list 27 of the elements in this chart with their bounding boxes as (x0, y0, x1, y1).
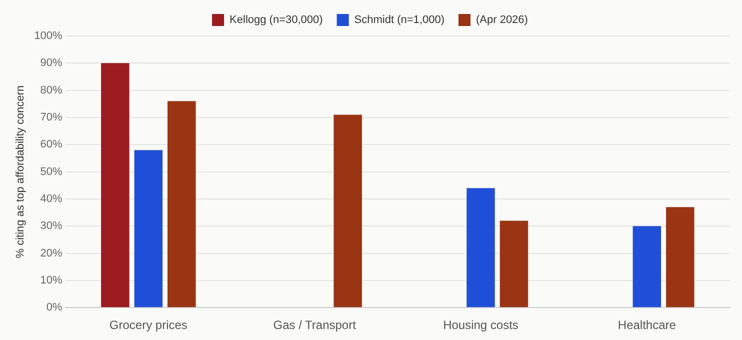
bar (500, 220, 528, 308)
bar (666, 207, 694, 308)
y-tick-label: 80% (40, 84, 63, 96)
bar (101, 63, 130, 308)
bar (334, 114, 362, 308)
y-tick-label: 0% (46, 302, 63, 314)
bar (632, 226, 662, 308)
y-tick-label: 60% (40, 138, 63, 151)
y-tick-label: 10% (40, 274, 63, 286)
bar (168, 101, 196, 308)
legend-label: Schmidt (n=1,000) (354, 14, 444, 26)
y-tick-label: 90% (40, 57, 63, 70)
bar (134, 150, 163, 308)
y-tick-label: 70% (40, 112, 63, 124)
x-tick-label: Healthcare (618, 318, 676, 332)
bar (466, 188, 495, 308)
y-tick-label: 100% (34, 30, 63, 42)
y-tick-label: 40% (40, 192, 63, 205)
legend-label: Kellogg (n=30,000) (230, 14, 323, 26)
x-tick-label: Gas / Transport (273, 318, 357, 332)
y-axis-title: % citing as top affordability concern (14, 85, 27, 258)
y-tick-label: 30% (40, 220, 63, 232)
x-tick-label: Housing costs (443, 318, 518, 332)
y-tick-label: 50% (40, 166, 63, 178)
y-tick-label: 20% (40, 247, 63, 260)
x-tick-label: Grocery prices (109, 318, 188, 332)
legend-label: (Apr 2026) (476, 14, 528, 26)
